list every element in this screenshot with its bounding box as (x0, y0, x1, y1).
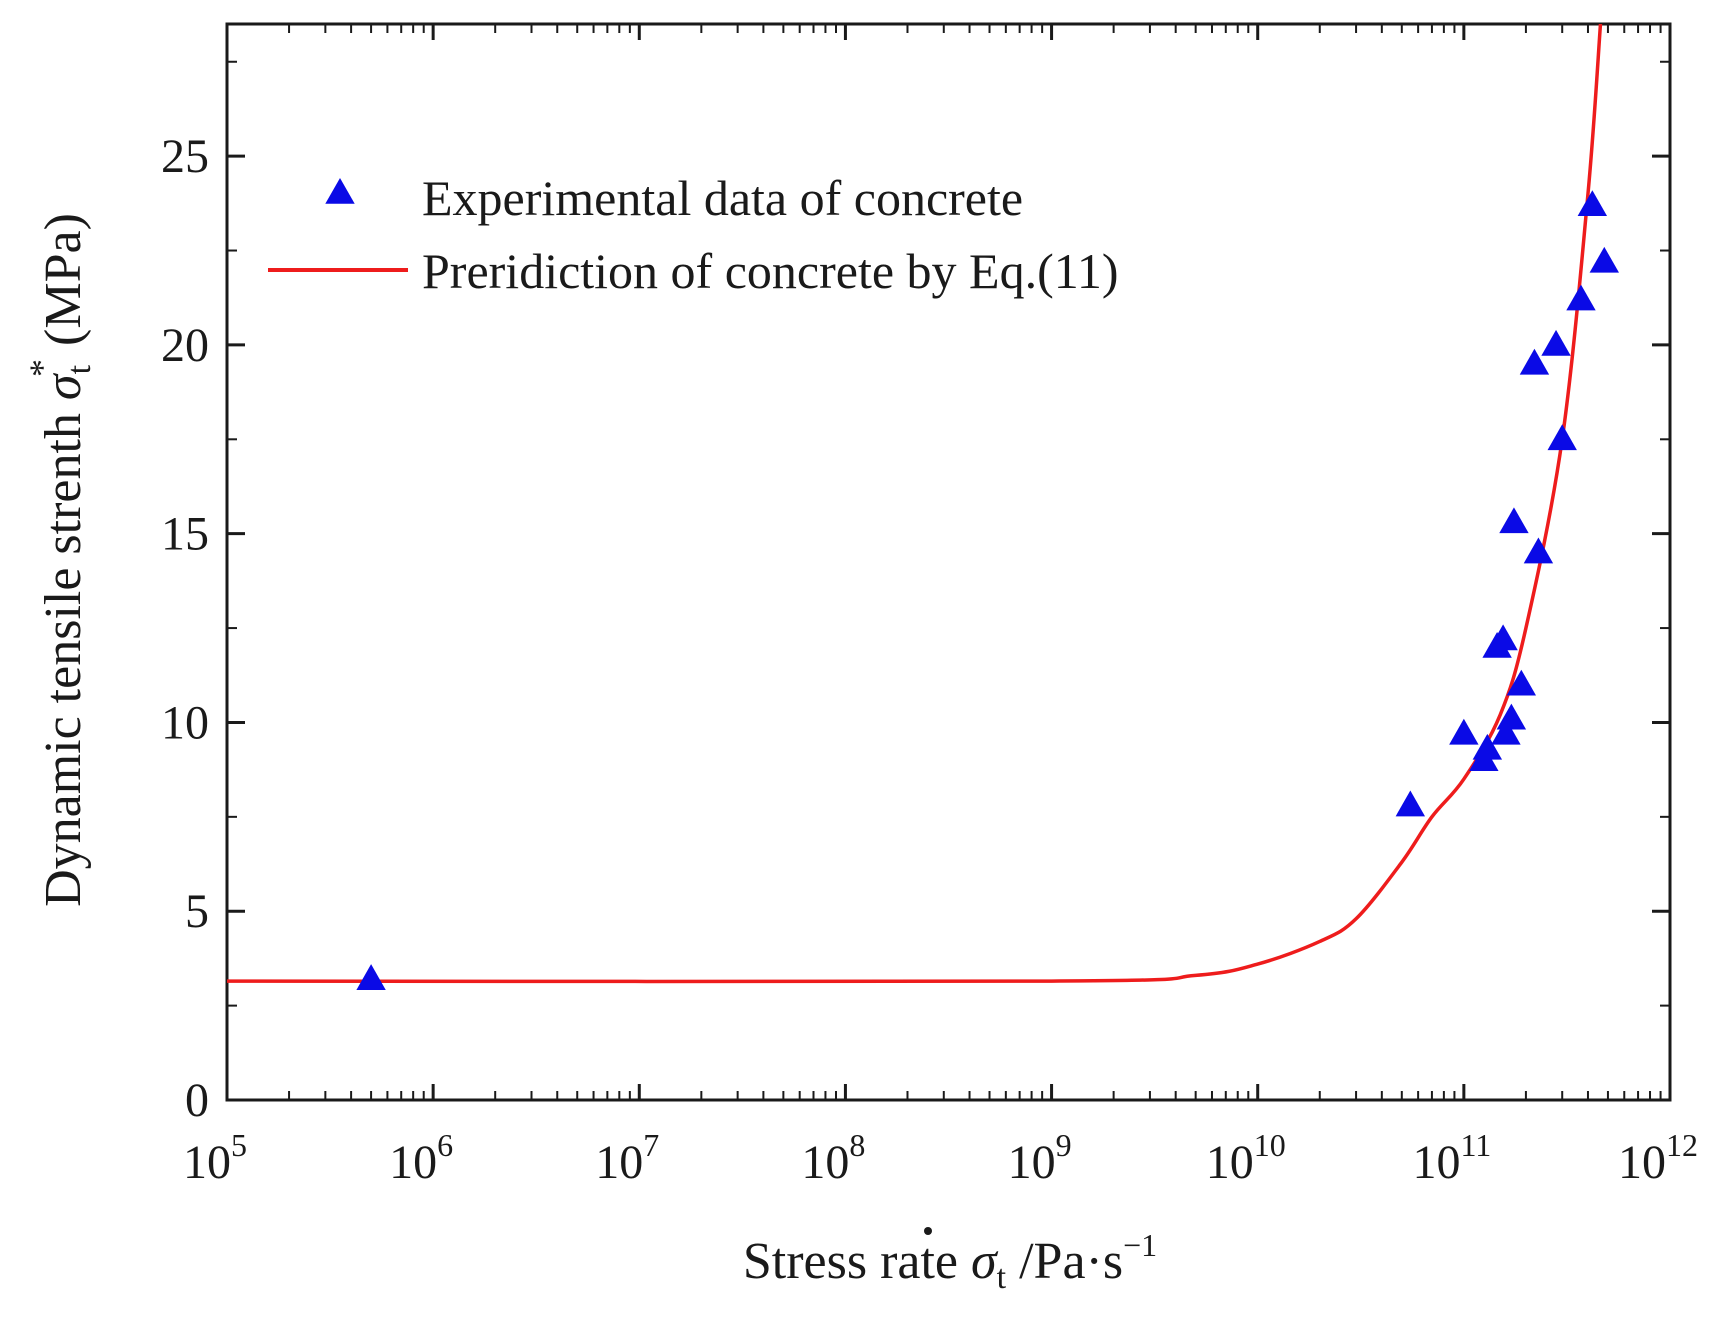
data-point-triangle (1589, 246, 1619, 273)
x-tick-label: 1012 (1618, 1127, 1698, 1189)
y-tick-label: 25 (161, 130, 209, 183)
data-point-triangle (1472, 733, 1503, 760)
data-point-triangle (1499, 507, 1529, 534)
data-point-triangle (1449, 718, 1479, 745)
data-point-triangle (1566, 284, 1596, 311)
data-point-triangle (1577, 190, 1608, 217)
legend-label-prediction: Preridiction of concrete by Eq.(11) (422, 243, 1119, 299)
plot-frame (225, 22, 1672, 1102)
data-point-triangle (356, 964, 386, 990)
x-tick-label: 1010 (1206, 1127, 1286, 1189)
x-tick-label: 108 (801, 1127, 865, 1189)
data-point-triangle (1496, 703, 1527, 730)
data-point-triangle (1491, 718, 1521, 745)
data-point-triangle (1488, 624, 1518, 651)
x-tick-label: 109 (1008, 1127, 1072, 1189)
legend-label-experimental: Experimental data of concrete (422, 170, 1023, 226)
data-point-triangle (1519, 348, 1550, 375)
y-tick-label: 10 (161, 696, 209, 749)
x-tick-label: 1011 (1412, 1127, 1491, 1189)
data-point-triangle (1541, 329, 1571, 356)
y-tick-label: 0 (185, 1074, 209, 1127)
data-point-triangle (1523, 537, 1554, 564)
y-tick-label: 20 (161, 319, 209, 372)
y-axis-title: Dynamic tensile strenth σt* (MPa) (22, 213, 98, 907)
y-tick-label: 5 (185, 885, 209, 938)
x-axis-title: Stress rate σt /Pa·s−1 (743, 1227, 1157, 1296)
x-tick-label: 105 (183, 1127, 247, 1189)
data-point-triangle (1506, 669, 1537, 696)
legend-marker-triangle (325, 178, 355, 204)
y-tick-label: 15 (161, 508, 209, 561)
prediction-curve (227, 24, 1603, 984)
x-tick-label: 107 (595, 1127, 659, 1189)
data-point-triangle (1395, 790, 1426, 817)
x-tick-label: 106 (389, 1127, 453, 1189)
x-title-dot-accent (924, 1227, 932, 1235)
data-point-triangle (1547, 424, 1577, 451)
